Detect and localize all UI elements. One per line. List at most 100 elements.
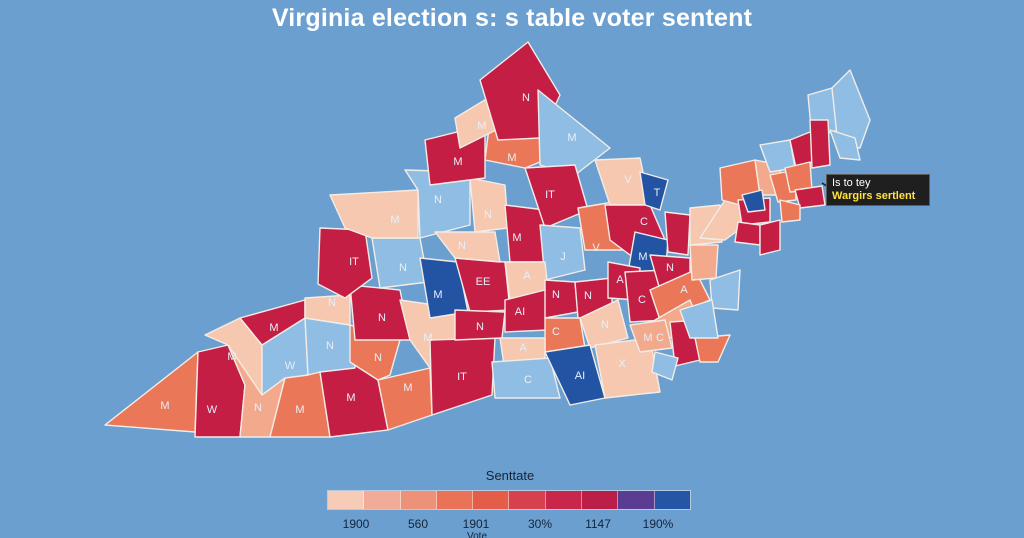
county-label: M bbox=[295, 404, 304, 416]
county-label: N bbox=[601, 319, 609, 331]
county-label: W bbox=[285, 360, 296, 372]
legend-swatch bbox=[400, 491, 437, 509]
callout-line-1: Is to tey bbox=[832, 177, 871, 189]
county-region bbox=[664, 211, 691, 256]
county-region bbox=[434, 231, 501, 263]
county-label: M bbox=[403, 382, 412, 394]
legend-swatch bbox=[509, 491, 546, 509]
county-label: C bbox=[638, 294, 646, 306]
county-label: M bbox=[269, 322, 278, 334]
county-region bbox=[504, 204, 546, 263]
county-label: V bbox=[624, 174, 632, 186]
map-title: Virginia election s: s table voter sente… bbox=[271, 4, 753, 32]
county-label: N bbox=[476, 321, 484, 333]
county-label: C bbox=[552, 326, 560, 338]
county-region bbox=[694, 334, 731, 363]
county-region bbox=[679, 299, 719, 339]
county-label: N bbox=[328, 297, 336, 309]
county-label: V bbox=[592, 242, 600, 254]
county-label: M bbox=[477, 120, 486, 132]
county-label: J bbox=[560, 251, 566, 263]
county-region bbox=[734, 221, 761, 246]
county-region bbox=[629, 319, 673, 353]
county-label: N bbox=[522, 92, 530, 104]
county-label: T bbox=[654, 187, 661, 199]
county-region bbox=[829, 129, 861, 161]
county-label: N bbox=[666, 262, 674, 274]
county-label: EE bbox=[476, 276, 491, 288]
county-label: N bbox=[326, 340, 334, 352]
legend-tick-3: 1901 bbox=[462, 517, 490, 531]
county-region bbox=[579, 299, 629, 349]
county-label: A bbox=[519, 342, 527, 354]
legend-tick-1: 1900 bbox=[342, 517, 370, 531]
county-label: A bbox=[523, 270, 531, 282]
legend-swatch bbox=[473, 491, 510, 509]
legend-swatch bbox=[618, 491, 655, 509]
callout-line-2: Wargirs sertlent bbox=[832, 190, 916, 202]
county-label: M bbox=[512, 232, 521, 244]
county-region bbox=[544, 279, 579, 319]
county-label: N bbox=[552, 289, 560, 301]
county-label: AI bbox=[515, 306, 525, 318]
county-label: C bbox=[524, 374, 532, 386]
county-label: N bbox=[458, 240, 466, 252]
legend-swatch bbox=[328, 491, 365, 509]
county-label: IT bbox=[457, 371, 467, 383]
legend-swatch bbox=[545, 491, 583, 509]
legend-color-scale bbox=[327, 490, 691, 510]
county-label: W bbox=[207, 404, 218, 416]
legend-swatch bbox=[654, 491, 690, 509]
map-callout: Is to tey Wargirs sertlent bbox=[826, 174, 930, 206]
county-region bbox=[491, 357, 561, 399]
legend-title: Senttate bbox=[485, 468, 535, 483]
legend-tick-6: 190% bbox=[642, 517, 674, 531]
county-label: M bbox=[567, 132, 576, 144]
county-region bbox=[741, 189, 766, 213]
county-region bbox=[594, 337, 661, 399]
county-region bbox=[794, 185, 826, 209]
county-label: M bbox=[433, 289, 442, 301]
county-label: X bbox=[618, 358, 626, 370]
county-label: M bbox=[453, 156, 462, 168]
county-region bbox=[304, 294, 351, 326]
county-label: N bbox=[399, 262, 407, 274]
county-label: M bbox=[227, 351, 236, 363]
legend-tick-5: 1147 bbox=[585, 517, 611, 531]
county-label: M bbox=[643, 332, 652, 344]
legend-swatch bbox=[436, 491, 474, 509]
county-label: M bbox=[638, 251, 647, 263]
county-label: AI bbox=[575, 370, 585, 382]
county-label: M bbox=[160, 400, 169, 412]
legend-tick-4: 30% bbox=[527, 517, 553, 531]
county-label: N bbox=[434, 194, 442, 206]
county-label: A bbox=[616, 274, 624, 286]
county-label: N bbox=[374, 352, 382, 364]
county-label: A bbox=[680, 284, 688, 296]
county-label: N bbox=[484, 209, 492, 221]
county-region bbox=[104, 351, 199, 433]
legend-swatch bbox=[582, 491, 619, 509]
county-label: M bbox=[507, 152, 516, 164]
county-region bbox=[639, 171, 669, 211]
county-label: C bbox=[656, 332, 664, 344]
legend-subtitle: Vote bbox=[466, 532, 488, 538]
county-label: IT bbox=[349, 256, 359, 268]
county-region bbox=[329, 189, 419, 239]
county-region bbox=[469, 177, 509, 233]
legend-swatch bbox=[364, 491, 401, 509]
county-region bbox=[779, 199, 801, 223]
county-label: M bbox=[423, 332, 432, 344]
county-label: C bbox=[640, 216, 648, 228]
county-region bbox=[709, 269, 741, 311]
county-label: M bbox=[390, 214, 399, 226]
county-region bbox=[689, 244, 719, 281]
county-label: N bbox=[254, 402, 262, 414]
county-region bbox=[759, 219, 781, 256]
county-label: M bbox=[346, 392, 355, 404]
county-label: N bbox=[378, 312, 386, 324]
county-label: IT bbox=[545, 189, 555, 201]
county-region bbox=[809, 119, 831, 169]
county-region bbox=[651, 351, 679, 381]
